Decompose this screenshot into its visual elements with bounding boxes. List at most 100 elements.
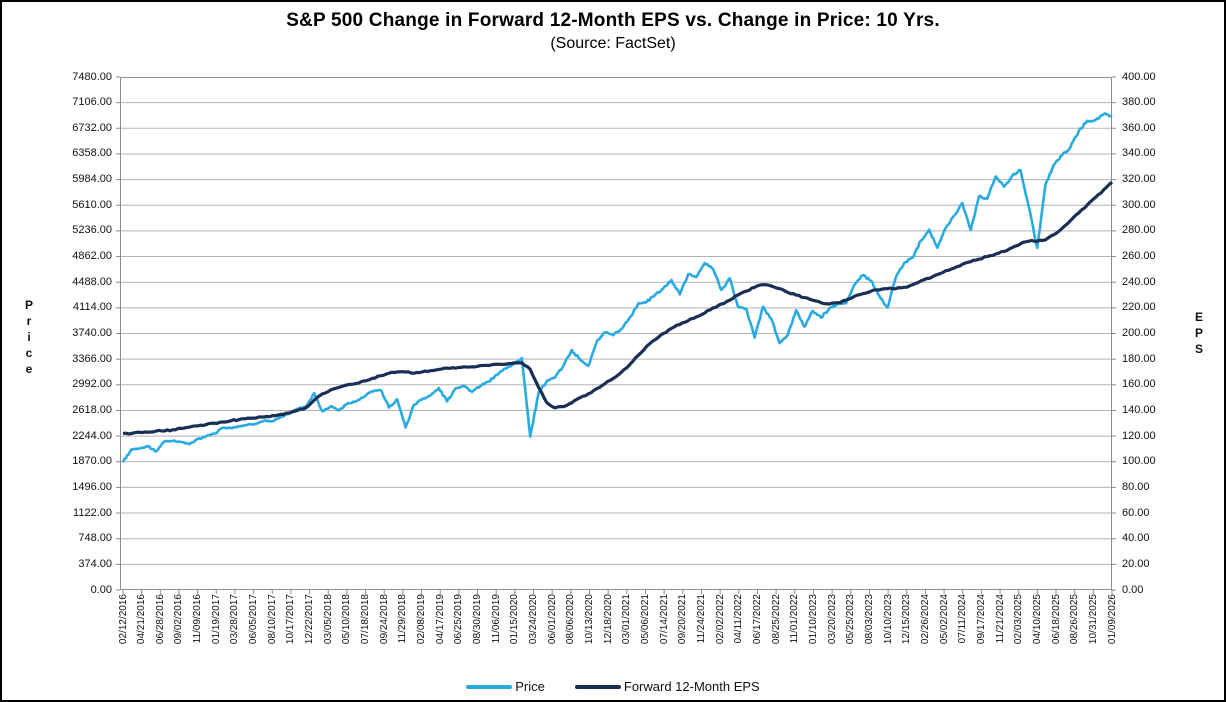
- y-tick-label-right: 260.00: [1122, 250, 1156, 263]
- x-tick-label: 01/10/2023: [807, 594, 819, 645]
- y-tick-label-right: 60.00: [1122, 506, 1150, 519]
- x-tick-label: 12/18/2020: [602, 594, 614, 645]
- legend-item-eps: Forward 12-Month EPS: [574, 679, 760, 694]
- x-tick-label: 10/13/2020: [584, 594, 595, 645]
- chart-subtitle: (Source: FactSet): [550, 35, 676, 52]
- x-tick-label: 09/20/2021: [677, 594, 689, 645]
- x-tick-label: 05/10/2018: [341, 594, 353, 645]
- x-tick-label: 08/30/2019: [472, 594, 484, 645]
- y-tick-label-right: 300.00: [1122, 198, 1156, 211]
- x-tick-label: 02/02/2022: [714, 594, 726, 645]
- x-tick-label: 08/10/2017: [266, 594, 278, 645]
- x-tick-label: 12/22/2017: [304, 594, 316, 645]
- x-tick-label: 08/03/2023: [863, 594, 875, 645]
- x-tick-label: 03/01/2021: [621, 594, 633, 645]
- y-tick-label-left: 5984.00: [72, 173, 112, 186]
- x-tick-label: 05/02/2024: [938, 594, 950, 645]
- y-tick-label-left: 5236.00: [72, 224, 112, 237]
- y-tick-label-right: 380.00: [1122, 96, 1156, 109]
- y-tick-label-left: 3366.00: [72, 352, 112, 365]
- y-tick-label-left: 1870.00: [72, 455, 112, 468]
- y-tick-label-left: 7480.00: [72, 70, 112, 83]
- price-line: [121, 112, 1113, 463]
- left-axis-title: Price: [22, 298, 36, 378]
- y-tick-label-left: 748.00: [78, 532, 112, 545]
- y-tick-label-right: 160.00: [1122, 378, 1156, 391]
- x-tick-label: 03/20/2023: [826, 594, 838, 645]
- x-tick-label: 02/12/2016: [117, 594, 129, 645]
- y-tick-label-right: 280.00: [1122, 224, 1156, 237]
- x-tick-label: 06/17/2022: [751, 594, 763, 645]
- y-tick-label-left: 4114.00: [73, 301, 112, 314]
- x-tick-label: 11/24/2021: [695, 594, 707, 644]
- y-tick-label-right: 20.00: [1122, 557, 1150, 570]
- x-tick-label: 11/01/2022: [789, 594, 801, 644]
- x-tick-label: 10/17/2017: [285, 594, 297, 645]
- y-tick-label-left: 6732.00: [72, 121, 112, 134]
- y-tick-label-left: 3740.00: [72, 327, 112, 339]
- x-tick-label: 11/29/2018: [397, 594, 409, 644]
- x-tick-label: 09/02/2016: [173, 594, 185, 645]
- y-tick-label-left: 374.00: [78, 557, 112, 570]
- y-tick-label-right: 360.00: [1122, 121, 1156, 134]
- x-tick-label: 03/05/2018: [322, 594, 334, 645]
- y-tick-label-left: 2992.00: [72, 378, 112, 391]
- x-tick-label: 03/24/2020: [528, 594, 540, 645]
- x-tick-label: 04/10/2025: [1031, 594, 1043, 645]
- x-tick-label: 03/28/2017: [229, 594, 241, 645]
- x-tick-label: 07/14/2021: [658, 594, 670, 645]
- x-tick-label: 11/06/2019: [490, 594, 502, 644]
- x-tick-label: 05/06/2021: [639, 594, 651, 645]
- y-tick-label-left: 4488.00: [72, 275, 112, 288]
- y-tick-label-right: 180.00: [1122, 352, 1156, 365]
- plot-area: [116, 76, 1116, 594]
- y-tick-label-left: 7106.00: [72, 96, 112, 109]
- y-tick-label-right: 0.00: [1122, 583, 1144, 596]
- y-tick-label-right: 400.00: [1122, 70, 1156, 83]
- eps-line: [122, 180, 1114, 436]
- x-tick-label: 06/25/2019: [453, 594, 465, 645]
- x-tick-label: 05/25/2023: [845, 594, 857, 645]
- x-tick-label: 06/05/2017: [248, 594, 260, 645]
- x-tick-label: 01/09/2026: [1106, 594, 1118, 645]
- y-tick-label-right: 340.00: [1122, 147, 1156, 160]
- x-tick-label: 10/10/2023: [882, 594, 894, 645]
- y-tick-label-right: 100.00: [1122, 455, 1156, 468]
- y-tick-label-right: 200.00: [1122, 327, 1156, 339]
- x-tick-label: 11/21/2024: [994, 594, 1006, 644]
- y-tick-label-left: 5610.00: [72, 198, 112, 211]
- y-tick-label-left: 1496.00: [72, 480, 112, 493]
- x-tick-label: 06/28/2016: [154, 594, 166, 645]
- y-tick-label-right: 220.00: [1122, 301, 1156, 314]
- x-tick-label: 12/15/2023: [901, 594, 913, 645]
- y-tick-label-right: 320.00: [1122, 173, 1156, 186]
- y-tick-label-left: 2244.00: [72, 429, 112, 442]
- plot-border: [120, 77, 1112, 590]
- y-tick-label-right: 80.00: [1122, 480, 1150, 493]
- y-tick-label-left: 6358.00: [72, 147, 112, 160]
- y-tick-label-left: 2618.00: [72, 403, 112, 416]
- x-tick-label: 04/17/2019: [434, 594, 446, 645]
- x-tick-label: 07/18/2018: [360, 594, 372, 645]
- y-tick-label-right: 40.00: [1122, 532, 1150, 545]
- x-tick-label: 02/08/2019: [416, 594, 428, 645]
- x-tick-label: 08/25/2022: [770, 594, 782, 645]
- x-tick-label: 02/03/2025: [1013, 594, 1025, 645]
- plot-svg: [116, 76, 1116, 594]
- price-line-swatch: [466, 684, 513, 689]
- x-tick-label: 07/11/2024: [957, 594, 969, 644]
- y-tick-label-right: 140.00: [1122, 403, 1156, 416]
- right-axis-title: EPS: [1192, 310, 1206, 358]
- x-tick-label: 02/26/2024: [919, 594, 931, 645]
- x-tick-label: 04/21/2016: [136, 594, 148, 645]
- x-tick-label: 01/15/2020: [509, 594, 521, 645]
- y-tick-label-left: 4862.00: [72, 250, 112, 263]
- legend-label-eps: Forward 12-Month EPS: [623, 679, 760, 694]
- x-tick-label: 10/31/2025: [1087, 594, 1099, 645]
- x-tick-label: 09/24/2018: [378, 594, 390, 645]
- legend-label-price: Price: [515, 679, 545, 694]
- x-tick-label: 06/18/2025: [1050, 594, 1062, 645]
- x-tick-label: 04/11/2022: [733, 594, 745, 644]
- y-tick-label-left: 0.00: [90, 583, 112, 596]
